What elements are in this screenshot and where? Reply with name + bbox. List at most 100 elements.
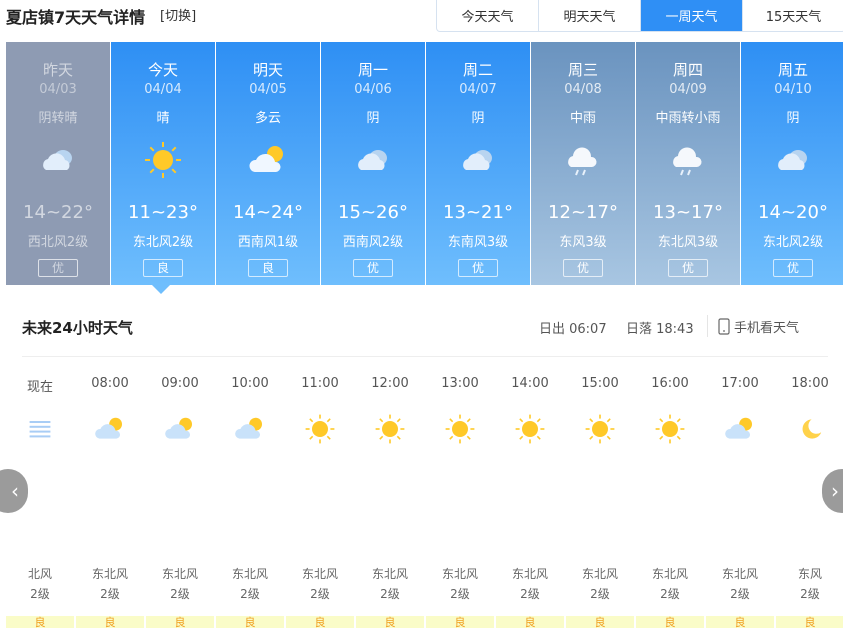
hour-aqi: 良 (706, 616, 774, 628)
hour-time: 08:00 (91, 376, 129, 391)
hour-aqi: 良 (6, 616, 74, 628)
moon-icon (802, 419, 822, 439)
day-week: 周五 (777, 61, 808, 79)
overcast-icon (43, 150, 72, 170)
day-wind: 西南风2级 (342, 235, 404, 250)
hour-time: 09:00 (161, 376, 199, 391)
hour-aqi: 良 (356, 616, 424, 628)
overcast-icon (358, 150, 387, 170)
aqi-badge: 优 (563, 259, 603, 277)
day-wind: 西南风1级 (237, 235, 299, 250)
hour-wind: 东北风 (301, 567, 338, 581)
partly-cloudy-icon (95, 417, 122, 439)
sunny-icon (655, 414, 685, 444)
hour-item: 14:00 东北风 2级 良 (495, 376, 565, 628)
day-week: 周四 (672, 61, 703, 79)
day-temp: 14~20° (758, 202, 828, 223)
forecast-tabs: 今天天气 明天天气 一周天气 15天天气 (436, 0, 843, 32)
hour-wind: 东北风 (441, 567, 478, 581)
day-temp: 13~21° (443, 202, 513, 223)
hour-item: 10:00 东北风 2级 良 (215, 376, 285, 628)
next-hours-button[interactable]: › (822, 469, 843, 513)
tab-3[interactable]: 15天天气 (743, 0, 843, 31)
hour-wind-level: 2级 (800, 587, 820, 601)
hour-time: 10:00 (231, 376, 269, 391)
divider (22, 356, 828, 357)
haze-icon (29, 421, 51, 438)
hour-wind: 东北风 (161, 567, 198, 581)
switch-location-link[interactable]: [切换] (160, 9, 197, 24)
hour-wind-level: 2级 (30, 587, 50, 601)
hour-wind-level: 2级 (380, 587, 400, 601)
day-wind: 东南风3级 (447, 235, 509, 250)
hour-wind-level: 2级 (170, 587, 190, 601)
day-condition: 中雨 (569, 111, 596, 126)
week-forecast: 昨天 04/03 阴转晴 14~22° 西北风2级 优 今天 04/04 晴 1… (6, 42, 843, 285)
prev-hours-button[interactable]: ‹ (0, 469, 28, 513)
hour-item: 11:00 东北风 2级 良 (285, 376, 355, 628)
day-card[interactable]: 今天 04/04 晴 11~23° 东北风2级 良 (111, 42, 215, 285)
hour-aqi: 良 (146, 616, 214, 628)
day-date: 04/06 (354, 82, 392, 97)
hour-wind-level: 2级 (730, 587, 750, 601)
hour-wind: 北风 (27, 567, 52, 581)
hour-item: 09:00 东北风 2级 良 (145, 376, 215, 628)
aqi-badge: 优 (353, 259, 393, 277)
aqi-badge: 优 (38, 259, 78, 277)
hour-time: 11:00 (301, 376, 339, 391)
partly-cloudy-icon (725, 417, 752, 439)
day-week: 昨天 (42, 61, 73, 79)
hour-item: 15:00 东北风 2级 良 (565, 376, 635, 628)
day-wind: 东北风2级 (132, 235, 194, 250)
day-condition: 阴转晴 (38, 111, 78, 126)
sunrise-time: 日出 06:07 (539, 322, 607, 337)
tab-1[interactable]: 明天天气 (539, 0, 641, 31)
hour-wind: 东北风 (511, 567, 548, 581)
mobile-weather-label: 手机看天气 (734, 320, 800, 336)
aqi-badge: 优 (458, 259, 498, 277)
hour-time: 18:00 (791, 376, 829, 391)
hour-time: 12:00 (371, 376, 409, 391)
day-condition: 中雨转小雨 (655, 111, 721, 126)
hour-wind-level: 2级 (100, 587, 120, 601)
hour-item: 16:00 东北风 2级 良 (635, 376, 705, 628)
hour-aqi: 良 (776, 616, 843, 628)
day-card[interactable]: 明天 04/05 多云 14~24° 西南风1级 良 (216, 42, 320, 285)
day-condition: 阴 (366, 111, 380, 126)
day-card[interactable]: 周一 04/06 阴 15~26° 西南风2级 优 (321, 42, 425, 285)
sunny-icon (445, 414, 475, 444)
day-temp: 15~26° (338, 202, 408, 223)
hour-wind: 东北风 (91, 567, 128, 581)
hour-time: 13:00 (441, 376, 479, 391)
hour-time: 15:00 (581, 376, 619, 391)
hour-wind-level: 2级 (520, 587, 540, 601)
sunset-time: 日落 18:43 (626, 322, 694, 337)
day-date: 04/08 (564, 82, 602, 97)
hour-wind-level: 2级 (660, 587, 680, 601)
day-condition: 晴 (156, 111, 170, 126)
day-week: 周一 (357, 61, 388, 79)
day-card[interactable]: 周三 04/08 中雨 12~17° 东风3级 优 (531, 42, 635, 285)
hour-item: 13:00 东北风 2级 良 (425, 376, 495, 628)
day-card[interactable]: 周五 04/10 阴 14~20° 东北风2级 优 (741, 42, 843, 285)
day-card[interactable]: 周四 04/09 中雨转小雨 13~17° 东北风3级 优 (636, 42, 740, 285)
hour-time: 16:00 (651, 376, 689, 391)
day-date: 04/03 (39, 82, 77, 97)
day-card[interactable]: 昨天 04/03 阴转晴 14~22° 西北风2级 优 (6, 42, 110, 285)
hour-wind: 东北风 (371, 567, 408, 581)
rain-icon (673, 147, 702, 176)
day-temp: 12~17° (548, 202, 618, 223)
day-wind: 西北风2级 (27, 235, 89, 250)
hour-wind-level: 2级 (450, 587, 470, 601)
sunny-icon (515, 414, 545, 444)
day-date: 04/10 (774, 82, 812, 97)
mobile-weather-link[interactable]: 手机看天气 (707, 315, 799, 337)
hour-wind: 东北风 (651, 567, 688, 581)
tab-2[interactable]: 一周天气 (641, 0, 743, 31)
hour-aqi: 良 (496, 616, 564, 628)
hour-aqi: 良 (76, 616, 144, 628)
hour-aqi: 良 (426, 616, 494, 628)
day-card[interactable]: 周二 04/07 阴 13~21° 东南风3级 优 (426, 42, 530, 285)
tab-0[interactable]: 今天天气 (437, 0, 539, 31)
hour-time: 14:00 (511, 376, 549, 391)
